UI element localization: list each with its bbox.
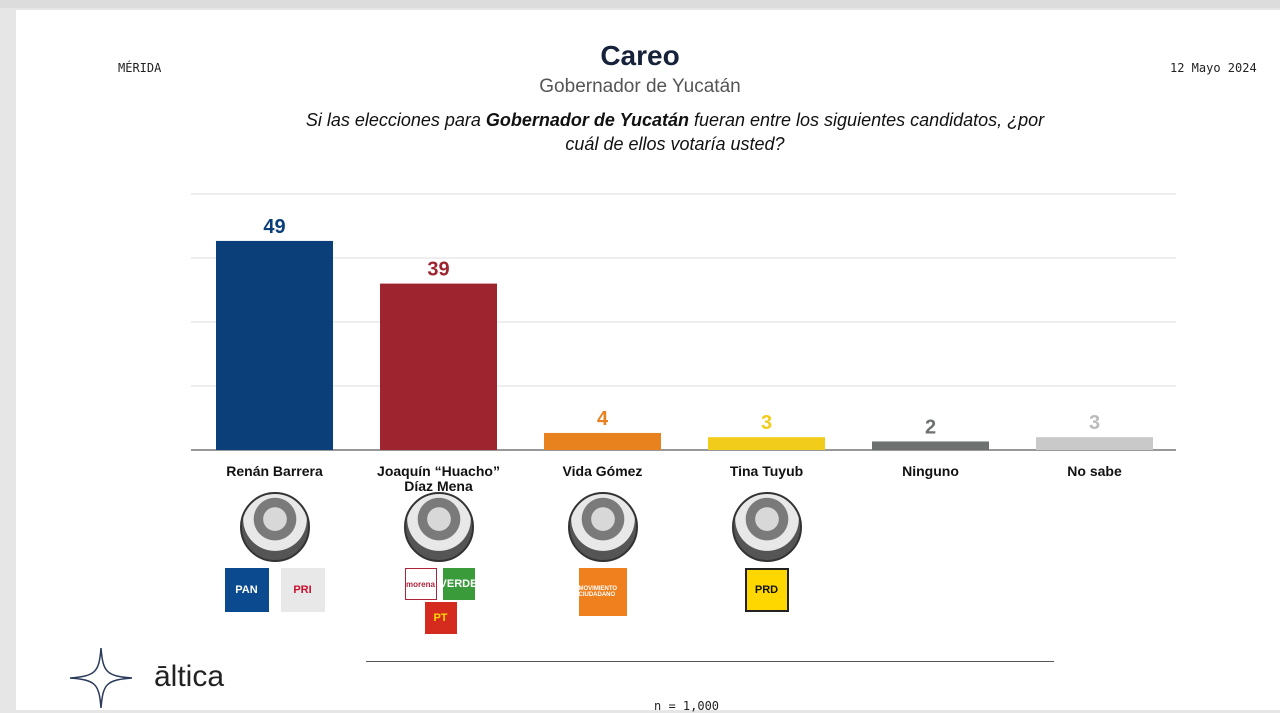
question-bold: Gobernador de Yucatán [485,110,689,130]
data-label: 3 [761,412,772,434]
brand-logo: āltica [154,660,225,693]
category-label: Renán Barrera [195,464,355,479]
chart-subtitle: Gobernador de Yucatán [539,76,741,97]
candidate-photo [403,492,474,562]
party-logo-pri: PRI [280,568,325,612]
category-label: Joaquín “Huacho” Díaz Mena [359,464,519,494]
candidate-photo [239,492,310,562]
sample-size: n = 1,000 [654,699,720,713]
category-label-line: Tina Tuyub [729,463,804,479]
candidate-photo [731,492,802,562]
altica-star-icon [69,647,133,709]
category-label-line: Joaquín “Huacho” [377,463,500,479]
party-logo-prd: PRD [744,568,789,612]
question-post: fueran entre los siguientes candidatos, … [565,110,1045,154]
category-label: Ninguno [851,464,1011,479]
bar [380,283,497,450]
question-pre: Si las elecciones para [305,110,486,130]
category-label-line: Renán Barrera [226,463,323,479]
data-label: 3 [1089,412,1100,434]
question-text: Si las elecciones para Gobernador de Yuc… [300,108,1050,156]
date-label: 12 Mayo 2024 [1170,61,1257,75]
top-bar [0,0,1280,8]
data-label: 4 [597,408,609,430]
bar [708,437,825,450]
category-label-line: Vida Gómez [562,463,643,479]
data-label: 49 [263,216,285,238]
party-logo-morena: morena [404,568,437,600]
party-logo-pan: PAN [224,568,269,612]
data-label: 39 [427,259,449,281]
bar [872,441,989,450]
bar [216,240,333,450]
data-label: 2 [925,416,936,438]
party-logo-movimiento-ciudadano: MOVIMIENTO CIUDADANO [578,568,627,616]
category-label: Tina Tuyub [687,464,847,479]
party-logo-verde: VERDE [440,568,477,600]
category-label-line: Díaz Mena [404,478,473,494]
category-label: No sabe [1015,464,1175,479]
party-logo-pt: PT [424,602,457,634]
category-label-line: No sabe [1067,463,1122,479]
bar [544,432,661,450]
bar [1036,437,1153,450]
footer-divider [366,661,1054,662]
location-label: MÉRIDA [118,61,162,75]
category-label: Vida Gómez [523,464,683,479]
chart-title: Careo [600,40,680,71]
category-label-line: Ninguno [902,463,959,479]
candidate-photo [567,492,638,562]
